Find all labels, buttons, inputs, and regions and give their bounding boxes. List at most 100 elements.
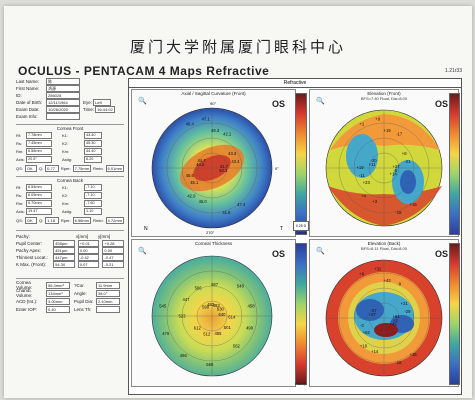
elev-front-sub: BFS=7.40 Float, Dia=8.00 <box>360 96 408 101</box>
thickness-map-title: Corneal Thickness <box>194 241 233 246</box>
volume-value: 56.3mm³ <box>46 281 70 289</box>
map-value: 640 <box>219 312 227 317</box>
pachy-label: Pachy Apex: <box>16 248 42 253</box>
corneal-thickness-map[interactable]: Corneal Thickness 🔍 OS <box>131 239 296 387</box>
volume-value2 <box>96 305 120 313</box>
cornea-front-title: Cornea Front <box>56 126 84 131</box>
axial-top-label: 90° <box>210 101 216 106</box>
param-label: Km: <box>62 201 70 206</box>
map-value: 548 <box>237 284 245 289</box>
map-value: 41.7 <box>220 164 229 169</box>
map-value: 47.4 <box>237 202 246 207</box>
rper-label: Rper: <box>60 166 71 171</box>
map-value: +31 <box>374 266 382 271</box>
zoom-icon[interactable]: 🔍 <box>316 248 325 255</box>
map-value: +19 <box>356 165 364 170</box>
param-value: 43.40 <box>84 132 102 139</box>
map-value: +45 <box>390 322 398 327</box>
axial-scale-step: 0.25 D <box>293 221 309 231</box>
last-name-label: Last Name: <box>16 79 40 84</box>
map-value: -17 <box>396 131 403 136</box>
volume-label2: Pupil Dia: <box>74 298 94 304</box>
axial-curvature-map[interactable]: Axial / Sagittal Curvature (Front) 🔍 OS <box>131 89 296 237</box>
map-value: 48.3 <box>211 128 220 133</box>
pachy-header: Pachy: x[mm] y[mm] <box>16 233 124 240</box>
map-value: +27 <box>392 164 400 169</box>
map-value: -9 <box>397 281 401 286</box>
pachy-value: 455μm <box>53 240 75 247</box>
map-value: -21 <box>404 159 411 164</box>
pachy-h: y[mm] <box>98 234 111 239</box>
qs-label: QS: <box>16 166 23 171</box>
map-value: 42.1 <box>223 131 232 136</box>
printout-sheet: 厦门大学附属厦门眼科中心 OCULUS - PENTACAM 4 Maps Re… <box>4 6 472 398</box>
param-value: 6.56mm <box>26 148 52 155</box>
rmin-value: 4.72mm <box>105 217 124 224</box>
cornea-front-section: Cornea Front Rf: 7.78mm K1: 43.40 Rs: 7.45mm K… <box>16 124 124 172</box>
elevation-back-map[interactable]: Elevation (Back) BFS=6.11 Float, Dia=8.0… <box>309 239 459 387</box>
map-value: 41.8 <box>222 210 231 215</box>
param-value: 6.54mm <box>26 184 52 191</box>
volume-row: Enter IOP: 0.40 Lens Th: <box>16 305 124 313</box>
volume-label: Chamb. Volume: <box>16 288 33 298</box>
elev-back-color-scale <box>449 243 460 385</box>
map-value: -3 <box>360 323 364 328</box>
volume-value2: 38.0° <box>96 289 120 297</box>
param-value: -7.60 <box>84 200 102 207</box>
map-value: -18 <box>395 210 402 215</box>
thickness-map-svg: 640 612 587 562 545 530 512 506 490 476 463 455 447 4… <box>151 255 273 377</box>
param-label: K1: <box>62 185 69 190</box>
map-value: 545 <box>159 303 167 308</box>
param-label: Rf: <box>16 185 22 190</box>
volume-label: Enter IOP: <box>16 306 38 312</box>
map-value: 612 <box>194 326 202 331</box>
pachy-y: +0.28 <box>102 240 124 247</box>
volume-value: 0.40 <box>46 305 70 313</box>
pachy-h: Pachy: <box>16 234 30 239</box>
map-value: 43.4 <box>231 159 240 164</box>
map-value: 447 <box>183 297 191 302</box>
zoom-icon[interactable]: 🔍 <box>138 248 147 255</box>
axial-bottom-label: 270° <box>206 230 215 235</box>
map-value: +43 <box>384 278 392 283</box>
map-value: -29 <box>404 309 411 314</box>
time-value: 16:44:02 <box>95 106 116 113</box>
map-value: +35 <box>410 352 418 357</box>
elevation-front-map[interactable]: Elevation (Front) BFS=7.40 Float, Dia=8.… <box>309 89 459 237</box>
map-value: +8 <box>402 151 407 156</box>
map-value: +3 <box>372 199 377 204</box>
exam-info-label: Exam Info: <box>16 114 38 119</box>
pachy-value: 447μm <box>53 254 75 261</box>
elev-front-svg: +27 +23 +19 +15 +11 +8 +3 +1 -5 -11 -17 -18 -20 -21 +4… <box>325 109 443 227</box>
map-value: 458 <box>248 303 256 308</box>
map-value: -27 <box>371 308 378 313</box>
param-value: -7.10 <box>84 192 102 199</box>
q-value: 0.77 <box>45 165 59 172</box>
param-value: 19.47 <box>26 208 52 215</box>
param-value: 5.70mm <box>26 200 52 207</box>
exam-date-value: 10/26/2020 <box>46 106 80 113</box>
zoom-icon[interactable]: 🔍 <box>316 98 325 105</box>
param-value: 6.20 <box>84 156 102 163</box>
rmin-label: Rmin: <box>93 166 104 171</box>
map-value: 512 <box>203 331 211 336</box>
map-value: 44.7 <box>198 158 207 163</box>
pachy-row: Pachy Apex: 451μm 0.00 0.00 <box>16 247 124 254</box>
patient-info: Last Name: 陈 First Name: 鸿源 ID: 286028 Date… <box>16 78 124 120</box>
qs-value: OK <box>24 165 37 172</box>
map-value: 490 <box>246 326 254 331</box>
pachy-row: Thinnest Locat.: 447μm -0.42 -0.47 <box>16 254 124 261</box>
volume-label2: ?Cor. <box>74 282 85 288</box>
qs-row: QS: OK Q: 0.77 Rper: 7.75mm Rmin: 6.01mm <box>16 165 124 172</box>
map-value: 590 <box>202 304 210 309</box>
exam-info-value <box>46 113 80 120</box>
param-label: Axis: <box>16 157 25 162</box>
zoom-icon[interactable]: 🔍 <box>138 98 147 105</box>
map-value: -11 <box>359 173 365 178</box>
axial-map-title: Axial / Sagittal Curvature (Front) <box>181 91 246 96</box>
map-value: 47.1 <box>202 116 211 121</box>
elev-back-eye-label: OS <box>434 249 448 259</box>
cornea-back-grid: Rf: 6.54mm K1: -7.10 Rs: 6.09mm K2: -7.10 Rm: 5.7… <box>16 184 124 215</box>
param-label: Astig: <box>62 157 73 162</box>
param-label: Km: <box>62 149 70 154</box>
